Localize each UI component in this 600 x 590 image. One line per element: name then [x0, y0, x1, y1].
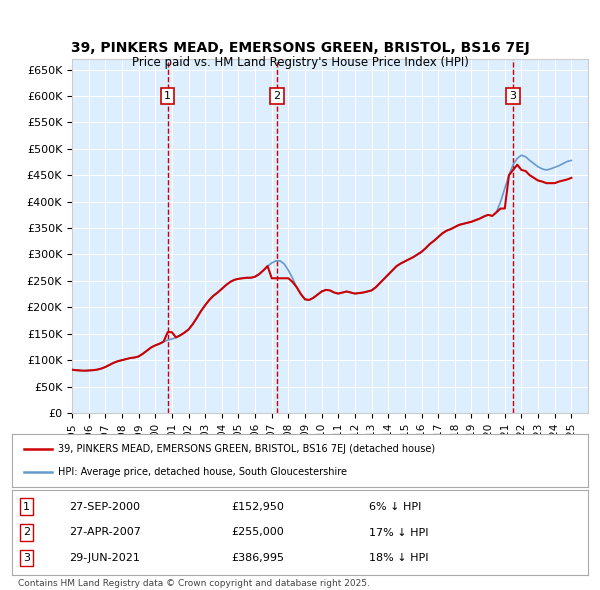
Text: 1: 1 [23, 502, 30, 512]
Text: 27-APR-2007: 27-APR-2007 [70, 527, 142, 537]
Text: 27-SEP-2000: 27-SEP-2000 [70, 502, 140, 512]
Text: Price paid vs. HM Land Registry's House Price Index (HPI): Price paid vs. HM Land Registry's House … [131, 56, 469, 69]
Text: 29-JUN-2021: 29-JUN-2021 [70, 553, 140, 563]
Text: £152,950: £152,950 [231, 502, 284, 512]
Text: 18% ↓ HPI: 18% ↓ HPI [369, 553, 428, 563]
Text: £386,995: £386,995 [231, 553, 284, 563]
Text: 3: 3 [509, 91, 517, 101]
Text: 6% ↓ HPI: 6% ↓ HPI [369, 502, 421, 512]
Text: HPI: Average price, detached house, South Gloucestershire: HPI: Average price, detached house, Sout… [58, 467, 347, 477]
Text: 17% ↓ HPI: 17% ↓ HPI [369, 527, 428, 537]
Text: 2: 2 [23, 527, 30, 537]
Text: 1: 1 [164, 91, 171, 101]
Text: 3: 3 [23, 553, 30, 563]
Text: 2: 2 [274, 91, 281, 101]
Text: £255,000: £255,000 [231, 527, 284, 537]
Text: Contains HM Land Registry data © Crown copyright and database right 2025.
This d: Contains HM Land Registry data © Crown c… [18, 579, 370, 590]
Text: 39, PINKERS MEAD, EMERSONS GREEN, BRISTOL, BS16 7EJ (detached house): 39, PINKERS MEAD, EMERSONS GREEN, BRISTO… [58, 444, 435, 454]
Text: 39, PINKERS MEAD, EMERSONS GREEN, BRISTOL, BS16 7EJ: 39, PINKERS MEAD, EMERSONS GREEN, BRISTO… [71, 41, 529, 55]
